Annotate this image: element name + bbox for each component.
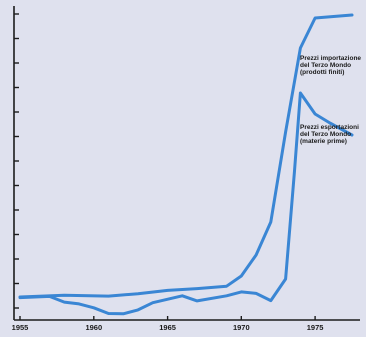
- series-line-import: [18, 13, 354, 299]
- legend-import: Prezzi importazione del Terzo Mondo (pro…: [300, 55, 361, 76]
- x-tick-label: 1970: [233, 323, 250, 332]
- legend-import-line-1: Prezzi importazione: [300, 55, 361, 62]
- legend-export-line-3: (materie prime): [300, 138, 347, 145]
- x-tick-label: 1955: [12, 323, 29, 332]
- x-tick-label: 1965: [159, 323, 176, 332]
- x-ticks: 1955 1960 1965 1970 1975: [12, 316, 324, 332]
- legend-import-line-2: del Terzo Mondo: [300, 62, 351, 69]
- series-line-export: [18, 91, 354, 316]
- y-ticks: [14, 13, 19, 309]
- legend-export-line-1: Prezzi esportazioni: [300, 124, 359, 131]
- legend-export-line-2: del Terzo Mondo: [300, 131, 351, 138]
- legend-import-line-3: (prodotti finiti): [300, 69, 344, 76]
- legend-export: Prezzi esportazioni del Terzo Mondo (mat…: [300, 124, 359, 145]
- x-tick-label: 1975: [307, 323, 324, 332]
- series-group: [18, 13, 354, 316]
- x-tick-label: 1960: [85, 323, 102, 332]
